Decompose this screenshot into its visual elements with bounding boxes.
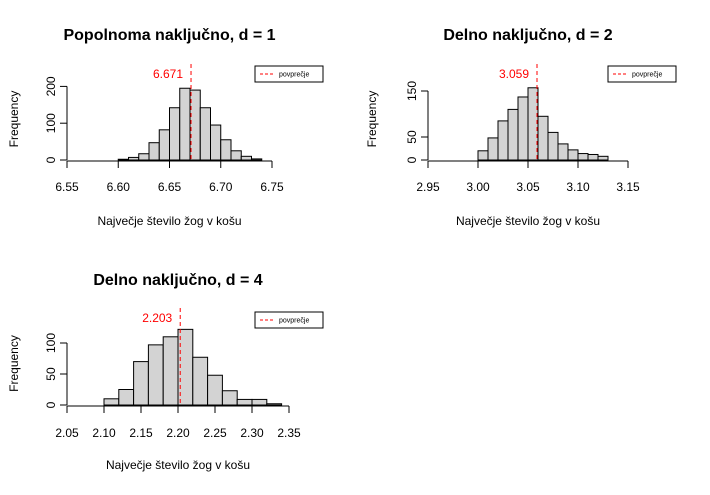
x-tick-label: 2.30 [240, 426, 264, 440]
histogram-bar [162, 336, 179, 406]
legend-box [254, 311, 324, 329]
histogram-bar [577, 153, 589, 161]
y-axis-label: Frequency [365, 91, 379, 148]
histogram-bar [221, 390, 238, 406]
x-tick-label: 6.75 [260, 180, 284, 194]
mean-value-label: 3.059 [499, 67, 529, 81]
x-axis-label: Največje število žog v košu [97, 214, 241, 228]
histogram-bar [567, 149, 579, 161]
legend-box [254, 65, 324, 83]
x-tick-label: 2.35 [277, 426, 301, 440]
x-axis-label: Največje število žog v košu [456, 214, 600, 228]
y-tick-label: 150 [405, 81, 419, 101]
histogram-bar [266, 403, 283, 406]
histogram-bar [118, 389, 135, 406]
histogram-bar [199, 107, 211, 161]
histogram-bar [547, 131, 559, 161]
histogram-bar [220, 139, 232, 161]
histogram-bar [236, 398, 253, 406]
y-axis-label: Frequency [7, 335, 21, 392]
x-tick-label: 3.00 [466, 180, 490, 194]
x-tick-label: 6.70 [209, 180, 233, 194]
y-axis-label: Frequency [7, 91, 21, 148]
x-tick-label: 3.10 [566, 180, 590, 194]
legend-label: povprečje [279, 318, 309, 325]
histogram-bar [210, 124, 222, 161]
histogram-bar [158, 129, 170, 161]
histogram-bar [507, 108, 519, 161]
y-tick-label: 100 [44, 113, 58, 133]
x-tick-label: 2.15 [129, 426, 153, 440]
histogram-bar [103, 398, 120, 406]
x-tick-label: 3.15 [616, 180, 640, 194]
x-axis-label: Največje število žog v košu [106, 458, 250, 472]
histogram-bar [251, 158, 263, 161]
legend-label: povprečje [632, 72, 662, 79]
legend-label: povprečje [279, 72, 309, 79]
histogram-bar [207, 374, 223, 406]
histogram-bar [117, 158, 129, 161]
histogram-bar [597, 155, 609, 161]
histogram-bar [230, 150, 242, 161]
y-tick-label: 0 [405, 156, 419, 163]
x-tick-label: 6.60 [107, 180, 131, 194]
histogram-bar [487, 137, 499, 161]
y-tick-label: 50 [405, 130, 419, 144]
histogram-bar [497, 120, 509, 161]
x-tick-label: 2.25 [203, 426, 227, 440]
histogram-bar [240, 155, 252, 161]
histogram-bar [128, 156, 140, 161]
x-tick-label: 2.20 [166, 426, 190, 440]
y-tick-label: 50 [44, 367, 58, 381]
histogram-bar [251, 398, 268, 406]
y-tick-label: 0 [44, 401, 58, 408]
histogram-bar [138, 153, 150, 161]
mean-value-label: 2.203 [142, 311, 172, 325]
histogram-bar [192, 356, 209, 406]
chart-title: Delno naključno, d = 2 [443, 27, 612, 44]
histogram-bar [557, 143, 569, 161]
histogram-bar [133, 361, 149, 406]
chart-title: Delno naključno, d = 4 [93, 272, 262, 289]
x-tick-label: 2.95 [416, 180, 440, 194]
histogram-bar [537, 115, 549, 161]
y-tick-label: 100 [44, 333, 58, 353]
histogram-bar [147, 344, 164, 406]
x-tick-label: 6.65 [158, 180, 182, 194]
x-tick-label: 6.55 [55, 180, 79, 194]
histogram-bar [189, 89, 201, 161]
y-tick-label: 200 [44, 76, 58, 96]
histogram-bar [148, 142, 160, 161]
chart-title: Popolnoma naključno, d = 1 [63, 27, 275, 44]
x-tick-label: 2.05 [55, 426, 79, 440]
histogram-bar [477, 150, 489, 161]
legend-box [607, 65, 677, 83]
x-tick-label: 3.05 [516, 180, 540, 194]
x-tick-label: 2.10 [92, 426, 116, 440]
histogram-bar [169, 107, 181, 161]
histogram-bar [517, 96, 529, 161]
mean-value-label: 6.671 [153, 67, 183, 81]
histogram-bar [179, 87, 191, 161]
histogram-bar [587, 153, 599, 161]
y-tick-label: 0 [44, 156, 58, 163]
